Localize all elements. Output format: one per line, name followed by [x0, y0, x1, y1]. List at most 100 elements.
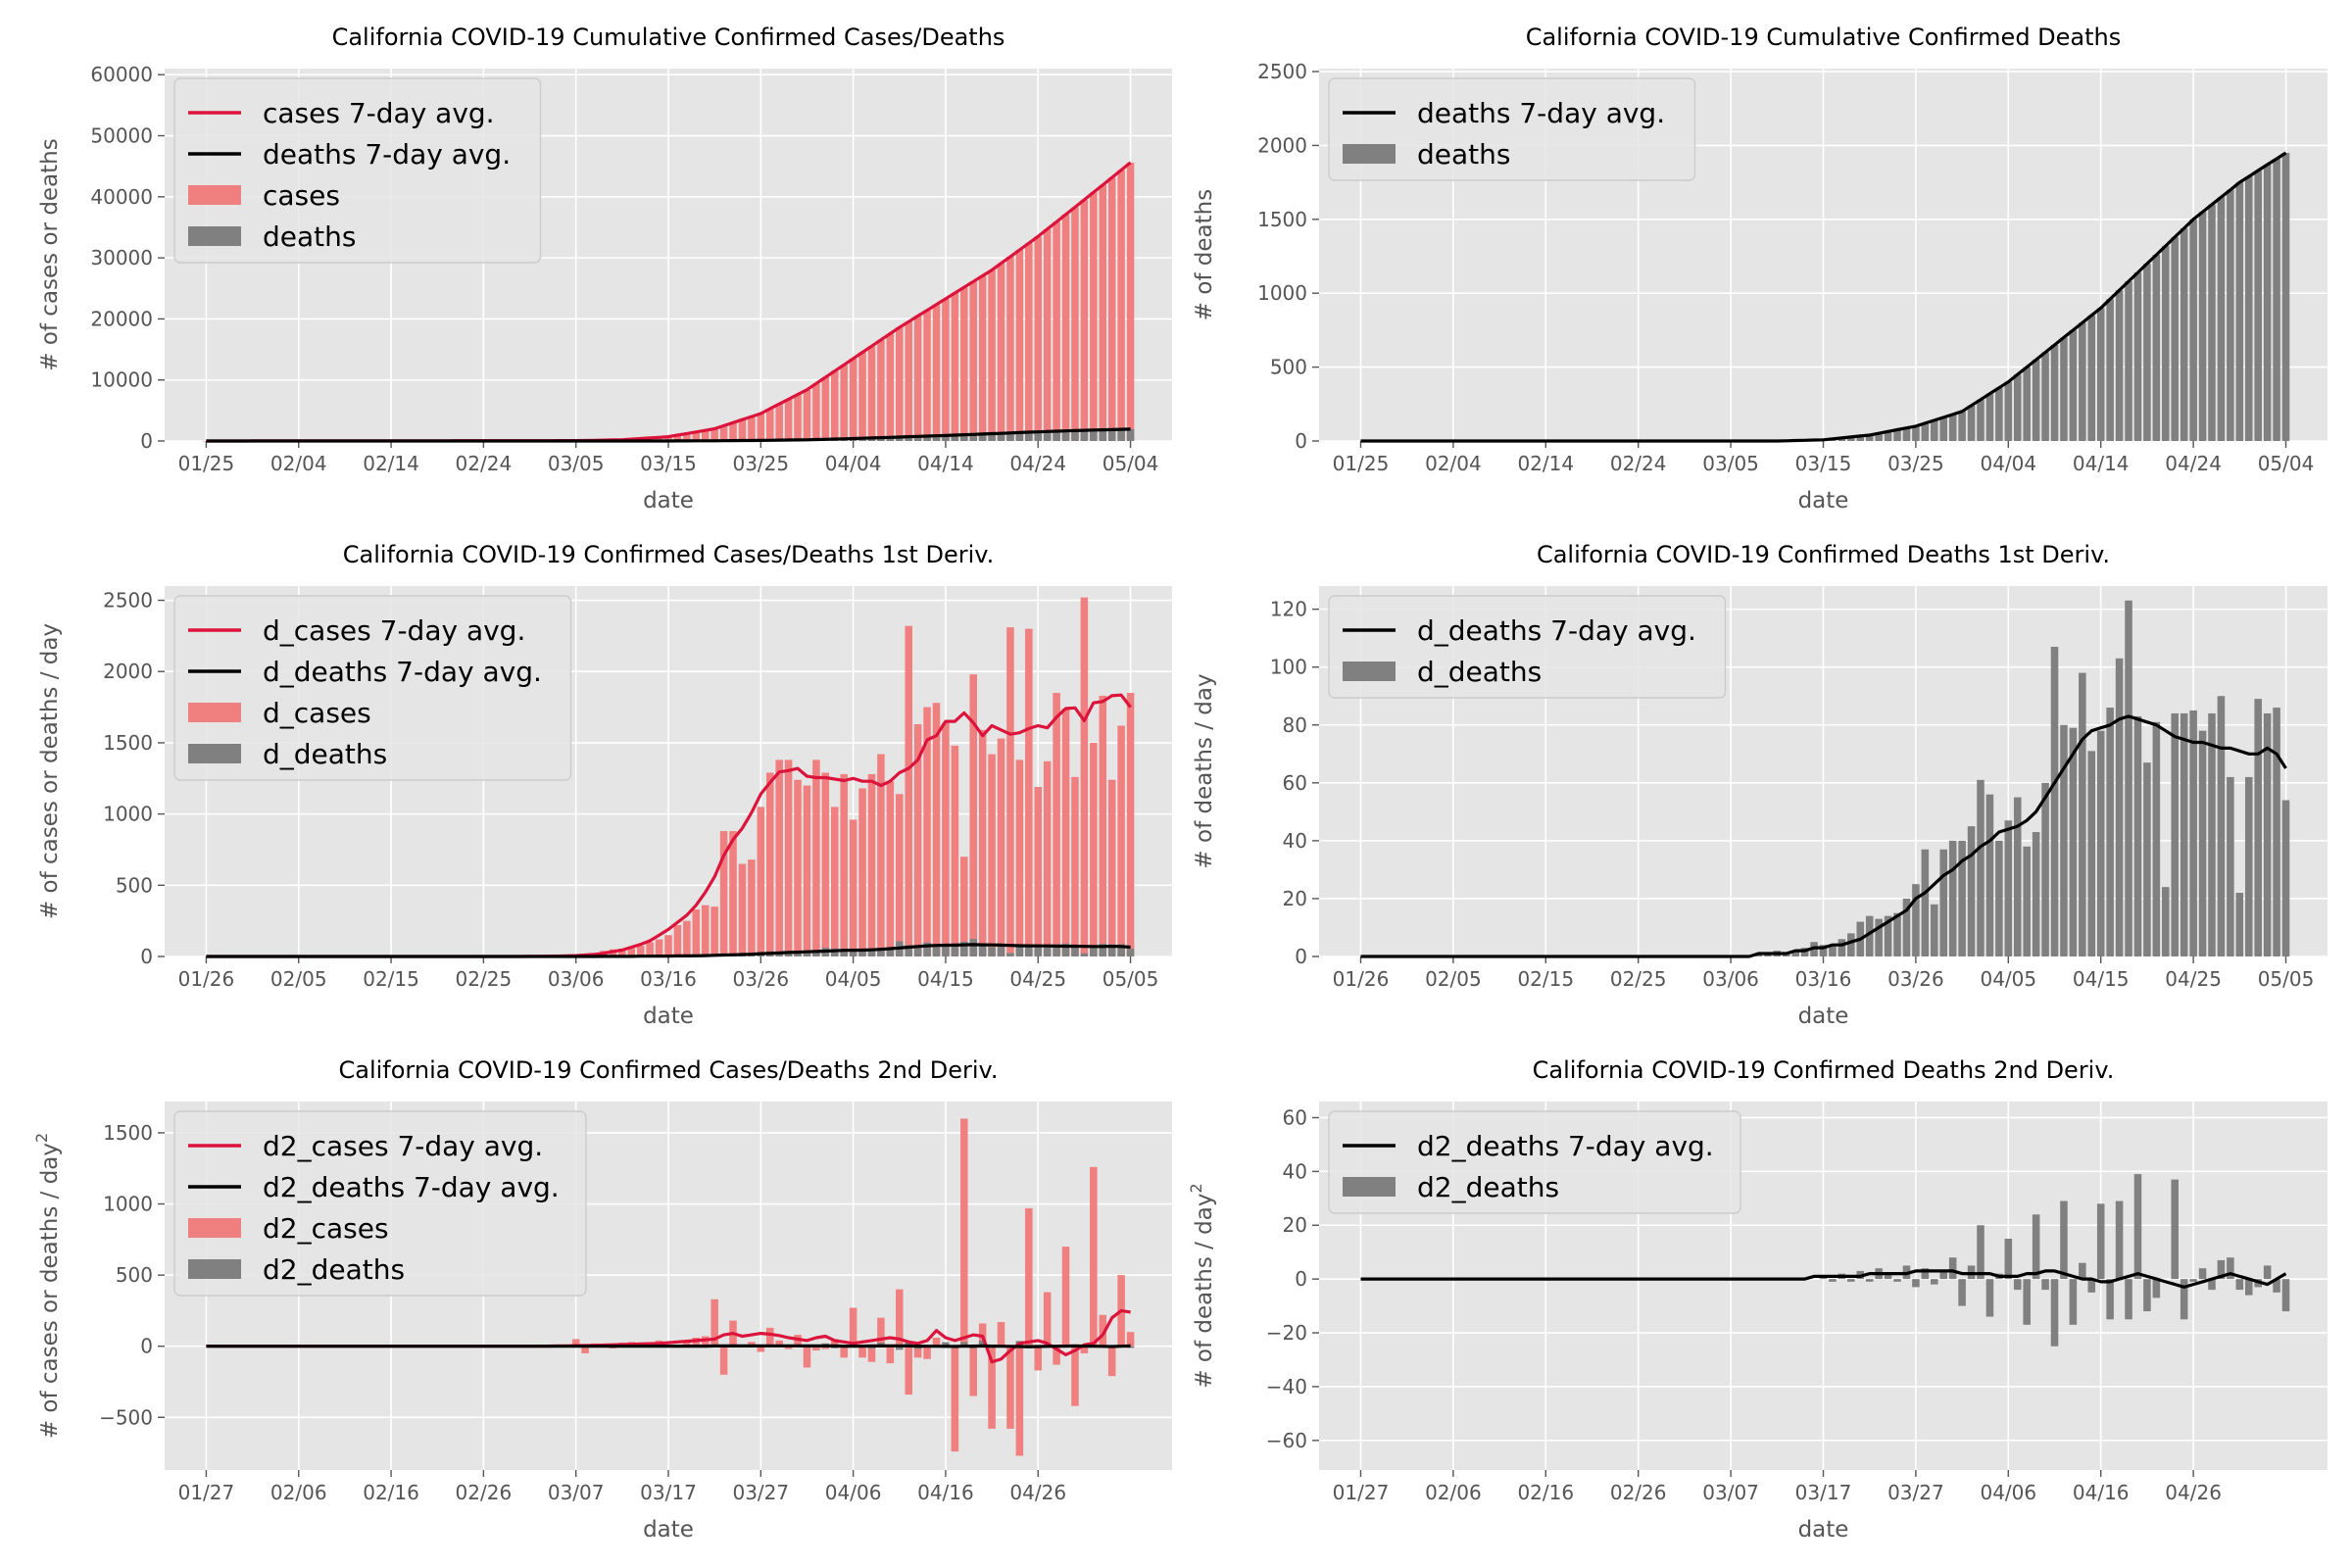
bar [1912, 425, 1920, 441]
chart-panel-p10: 0 500 1000 1500 2000 2500 01/26 02/05 02/15 02/25… [37, 541, 1172, 1029]
bar [2041, 1279, 2049, 1291]
bar [1034, 786, 1043, 956]
bar [2180, 227, 2188, 441]
bar [1977, 779, 1984, 956]
bar [1053, 221, 1060, 441]
series-line [206, 943, 1131, 958]
bar [2032, 832, 2040, 956]
y-tick-label: 120 [1270, 598, 1307, 621]
bar [913, 436, 922, 441]
bar [784, 399, 793, 441]
chart-title: California COVID-19 Confirmed Cases/Deat… [339, 1056, 999, 1084]
bar [1921, 1268, 1930, 1280]
legend-label: d_deaths [263, 738, 387, 770]
bar [913, 945, 922, 956]
bar [997, 263, 1005, 441]
bar [923, 942, 931, 956]
y-tick-label: 2500 [1257, 60, 1307, 83]
x-tick-label: 01/25 [1333, 452, 1390, 475]
bar [2263, 1265, 2272, 1280]
bar [1126, 1332, 1135, 1347]
bar [2087, 751, 2096, 956]
bar [2041, 352, 2049, 441]
bar [1126, 693, 1135, 956]
y-tick-label: 1000 [103, 803, 153, 826]
bar [2244, 1279, 2253, 1296]
bar [969, 674, 978, 956]
bar [905, 321, 912, 441]
bar [1921, 422, 1930, 441]
bar [988, 433, 996, 441]
bar [923, 1346, 931, 1359]
x-tick-label: 02/15 [1517, 967, 1574, 991]
bar [2208, 712, 2216, 956]
bar [2023, 846, 2031, 956]
bar [997, 738, 1005, 956]
bar [1099, 1314, 1107, 1347]
bar [2125, 281, 2132, 441]
bar [719, 425, 728, 441]
bar [701, 905, 710, 956]
bar [1865, 434, 1874, 441]
bar [913, 724, 922, 956]
bar [1939, 849, 1948, 956]
x-tick-label: 02/14 [1517, 452, 1574, 475]
legend: d2_deaths 7-day avg. d2_deaths [1328, 1110, 1741, 1214]
legend-label: cases 7-day avg. [263, 97, 495, 129]
bar [1025, 243, 1033, 441]
legend: d2_cases 7-day avg. d2_deaths 7-day avg. d… [173, 1110, 587, 1297]
bar [2125, 1279, 2132, 1320]
bar [913, 316, 922, 441]
bar [2079, 322, 2086, 441]
legend-bar-marker [188, 703, 241, 722]
bar [821, 376, 830, 441]
legend-bar-marker [188, 185, 241, 205]
bar [1117, 944, 1125, 956]
bar [1865, 1279, 1874, 1282]
x-tick-label: 02/24 [1610, 452, 1667, 475]
bar [1071, 207, 1079, 441]
bar [1967, 826, 1976, 956]
bar [951, 745, 959, 956]
bar [803, 951, 811, 956]
bar [2143, 1279, 2151, 1312]
bar [1099, 944, 1107, 956]
bar [2023, 367, 2031, 441]
y-tick-label: 40 [1283, 829, 1307, 853]
bar [2079, 672, 2086, 956]
y-tick-label: 40 [1283, 1159, 1307, 1183]
x-tick-label: 02/06 [270, 1481, 327, 1504]
legend: d_cases 7-day avg. d_deaths 7-day avg. d_c… [173, 595, 572, 781]
x-tick-label: 02/04 [270, 452, 327, 475]
bar [2189, 219, 2197, 441]
bar [2152, 721, 2161, 956]
legend-label: d2_deaths 7-day avg. [263, 1171, 560, 1203]
x-tick-label: 03/26 [732, 967, 789, 991]
legend-bar-marker [1343, 144, 1396, 164]
y-tick-label: 0 [140, 1335, 153, 1358]
chart-panel-p20: −500 0 500 1000 1500 01/27 02/06 02/16 02/26 03/0… [32, 1056, 1172, 1543]
bar [1053, 1346, 1060, 1365]
bar [1043, 945, 1052, 956]
bar [988, 947, 996, 956]
legend-label: d2_deaths 7-day avg. [1417, 1130, 1714, 1162]
bar [1838, 939, 1846, 956]
bar [1948, 1257, 1957, 1280]
bar [1985, 1279, 1994, 1317]
legend-label: d_cases [263, 697, 371, 729]
legend-box [1328, 595, 1727, 699]
bar [2143, 264, 2151, 441]
bar [2032, 360, 2040, 441]
bar [2087, 1279, 2096, 1293]
y-axis-label: # of deaths / day [1192, 673, 1217, 868]
bar [858, 352, 866, 441]
bar [867, 773, 876, 956]
x-axis-label: date [1798, 488, 1849, 514]
bar [905, 625, 912, 956]
x-axis-label: date [643, 1004, 694, 1029]
bar [886, 781, 895, 956]
bar [1015, 432, 1024, 441]
bar [1025, 1207, 1033, 1347]
legend-label: d2_cases 7-day avg. [263, 1130, 543, 1162]
